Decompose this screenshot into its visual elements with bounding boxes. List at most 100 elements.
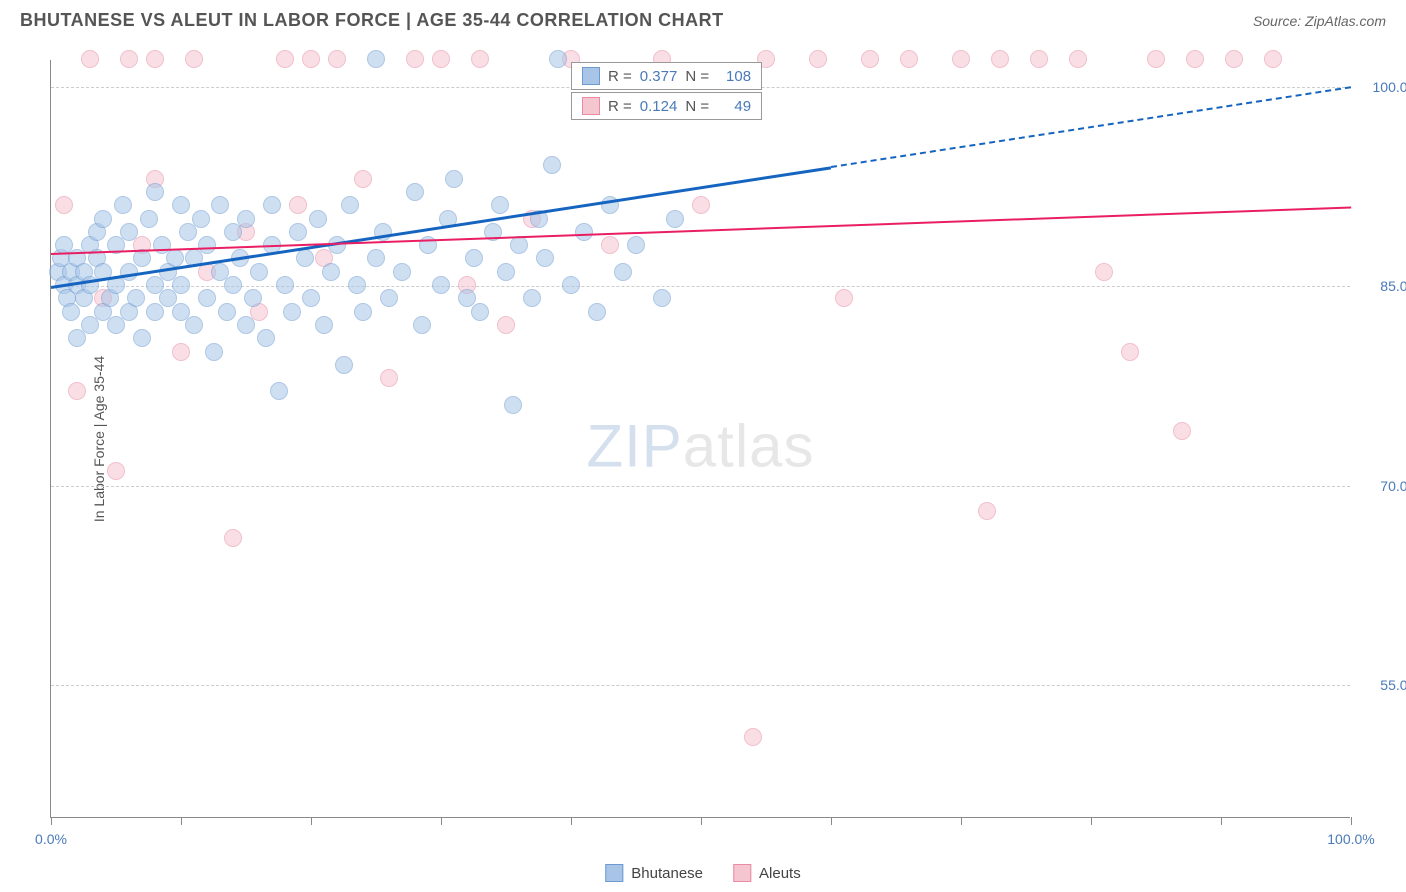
scatter-point: [380, 369, 398, 387]
scatter-point: [146, 50, 164, 68]
scatter-point: [309, 210, 327, 228]
scatter-point: [991, 50, 1009, 68]
x-tick: [51, 817, 52, 825]
scatter-point: [835, 289, 853, 307]
scatter-point: [68, 382, 86, 400]
scatter-point: [120, 263, 138, 281]
scatter-point: [224, 223, 242, 241]
scatter-point: [445, 170, 463, 188]
scatter-point: [562, 276, 580, 294]
scatter-point: [1186, 50, 1204, 68]
chart-legend: Bhutanese Aleuts: [605, 864, 800, 882]
scatter-point: [55, 196, 73, 214]
chart-header: BHUTANESE VS ALEUT IN LABOR FORCE | AGE …: [0, 0, 1406, 41]
scatter-point: [68, 329, 86, 347]
scatter-point: [224, 529, 242, 547]
scatter-point: [367, 249, 385, 267]
stat-n-label: N =: [685, 68, 709, 85]
plot-area: In Labor Force | Age 35-44 ZIPatlas 55.0…: [50, 60, 1350, 818]
legend-item-aleuts: Aleuts: [733, 864, 801, 882]
scatter-point: [146, 183, 164, 201]
trend-line: [51, 166, 831, 288]
watermark-atlas: atlas: [683, 412, 815, 479]
scatter-point: [354, 303, 372, 321]
scatter-point: [257, 329, 275, 347]
scatter-point: [166, 249, 184, 267]
scatter-point: [198, 236, 216, 254]
legend-label: Aleuts: [759, 865, 801, 882]
scatter-point: [465, 249, 483, 267]
scatter-point: [172, 196, 190, 214]
stat-box: R =0.124N =49: [571, 92, 762, 120]
y-tick-label: 100.0%: [1360, 79, 1406, 95]
scatter-point: [1121, 343, 1139, 361]
x-tick: [311, 817, 312, 825]
trend-line-dashed: [831, 87, 1351, 169]
scatter-point: [523, 289, 541, 307]
scatter-point: [120, 223, 138, 241]
scatter-point: [1147, 50, 1165, 68]
chart-title: BHUTANESE VS ALEUT IN LABOR FORCE | AGE …: [20, 10, 724, 31]
scatter-point: [185, 316, 203, 334]
stat-n-value: 49: [717, 98, 751, 115]
scatter-point: [244, 289, 262, 307]
scatter-point: [978, 502, 996, 520]
scatter-point: [107, 316, 125, 334]
scatter-point: [601, 236, 619, 254]
scatter-point: [289, 223, 307, 241]
scatter-point: [289, 196, 307, 214]
stat-r-value: 0.377: [640, 68, 678, 85]
scatter-point: [497, 263, 515, 281]
stat-n-value: 108: [717, 68, 751, 85]
x-tick: [441, 817, 442, 825]
scatter-point: [224, 276, 242, 294]
scatter-point: [276, 50, 294, 68]
scatter-point: [237, 316, 255, 334]
scatter-point: [367, 50, 385, 68]
x-tick: [181, 817, 182, 825]
scatter-point: [504, 396, 522, 414]
scatter-point: [302, 50, 320, 68]
scatter-point: [348, 276, 366, 294]
scatter-point: [211, 196, 229, 214]
legend-item-bhutanese: Bhutanese: [605, 864, 703, 882]
scatter-point: [614, 263, 632, 281]
scatter-point: [575, 223, 593, 241]
stat-r-label: R =: [608, 68, 632, 85]
scatter-point: [302, 289, 320, 307]
y-tick-label: 85.0%: [1360, 278, 1406, 294]
scatter-point: [205, 343, 223, 361]
scatter-point: [81, 50, 99, 68]
scatter-point: [406, 50, 424, 68]
scatter-point: [413, 316, 431, 334]
x-tick: [571, 817, 572, 825]
scatter-point: [218, 303, 236, 321]
scatter-point: [354, 170, 372, 188]
scatter-point: [952, 50, 970, 68]
scatter-point: [809, 50, 827, 68]
stat-r-value: 0.124: [640, 98, 678, 115]
scatter-point: [861, 50, 879, 68]
scatter-point: [328, 50, 346, 68]
scatter-point: [146, 303, 164, 321]
x-tick: [701, 817, 702, 825]
chart-container: In Labor Force | Age 35-44 ZIPatlas 55.0…: [50, 60, 1386, 832]
x-tick: [1091, 817, 1092, 825]
scatter-point: [283, 303, 301, 321]
scatter-point: [172, 343, 190, 361]
scatter-point: [588, 303, 606, 321]
stat-n-label: N =: [685, 98, 709, 115]
y-axis-label: In Labor Force | Age 35-44: [91, 355, 107, 521]
scatter-point: [536, 249, 554, 267]
scatter-point: [432, 50, 450, 68]
scatter-point: [192, 210, 210, 228]
gridline-h: [51, 286, 1350, 287]
scatter-point: [900, 50, 918, 68]
y-tick-label: 55.0%: [1360, 677, 1406, 693]
x-tick: [1221, 817, 1222, 825]
source-attribution: Source: ZipAtlas.com: [1253, 13, 1386, 29]
scatter-point: [172, 276, 190, 294]
stat-swatch: [582, 67, 600, 85]
scatter-point: [81, 316, 99, 334]
scatter-point: [497, 316, 515, 334]
